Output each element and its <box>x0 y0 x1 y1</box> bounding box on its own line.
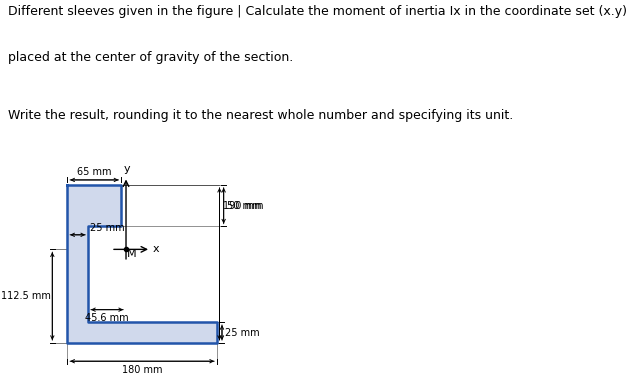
Text: M: M <box>127 249 137 259</box>
Text: 65 mm: 65 mm <box>77 166 111 177</box>
Text: placed at the center of gravity of the section.: placed at the center of gravity of the s… <box>8 51 293 64</box>
Text: Different sleeves given in the figure | Calculate the moment of inertia Ix in th: Different sleeves given in the figure | … <box>8 5 627 18</box>
Text: 45.6 mm: 45.6 mm <box>85 313 129 323</box>
Text: 190 mm: 190 mm <box>223 201 263 211</box>
Text: 25 mm: 25 mm <box>90 223 124 233</box>
Text: x: x <box>153 244 159 254</box>
Text: 112.5 mm: 112.5 mm <box>1 291 51 301</box>
Text: 180 mm: 180 mm <box>122 364 162 375</box>
Text: Write the result, rounding it to the nearest whole number and specifying its uni: Write the result, rounding it to the nea… <box>8 109 513 122</box>
Text: 50 mm: 50 mm <box>227 201 262 211</box>
Text: y: y <box>124 164 130 174</box>
Text: 25 mm: 25 mm <box>226 328 260 338</box>
Polygon shape <box>67 185 217 343</box>
